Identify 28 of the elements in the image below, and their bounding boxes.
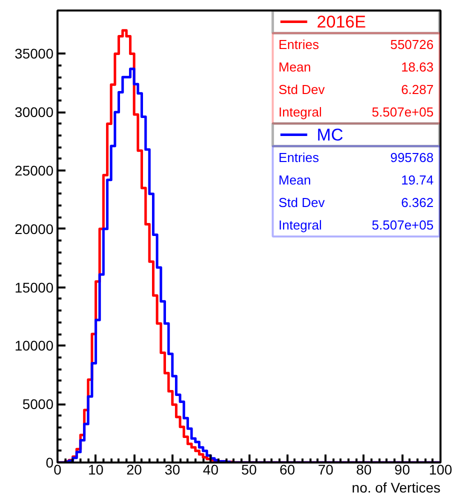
x-tick-label: 50 bbox=[241, 462, 257, 478]
text: Mean 18.63 bbox=[278, 60, 434, 74]
y-tick-label: 20000 bbox=[14, 220, 54, 237]
x-tick-label: 30 bbox=[164, 462, 180, 478]
y-tick-label: 30000 bbox=[14, 104, 54, 120]
text: Entries 995768 bbox=[278, 150, 434, 165]
x-tick-label: 20 bbox=[126, 462, 142, 478]
x-tick-label: 100 bbox=[428, 462, 452, 478]
y-tick-label: 25000 bbox=[14, 162, 54, 179]
x-axis-title: no. of Vertices bbox=[352, 480, 440, 495]
legend-label: MC bbox=[316, 125, 344, 144]
x-tick-label: 90 bbox=[394, 462, 410, 478]
text: Entries 550726 bbox=[278, 36, 434, 52]
x-tick-label: 70 bbox=[318, 462, 334, 478]
x-tick-label: 60 bbox=[280, 462, 296, 478]
text: Std Dev 6.287 bbox=[278, 82, 434, 98]
text: Mean 19.74 bbox=[278, 172, 434, 188]
y-tick-label: 35000 bbox=[14, 46, 54, 62]
text: Integral 5.507e+05 bbox=[278, 104, 434, 120]
y-tick-label: 15000 bbox=[14, 279, 54, 296]
x-tick-label: 40 bbox=[202, 462, 219, 478]
legend-label: 2016E bbox=[316, 12, 366, 32]
x-tick-label: 80 bbox=[356, 462, 372, 478]
y-tick-label: 10000 bbox=[14, 338, 54, 354]
x-tick-label: 10 bbox=[88, 462, 104, 478]
y-tick-label: 5000 bbox=[22, 396, 54, 412]
text: Integral 5.507e+05 bbox=[278, 218, 434, 233]
text: Std Dev 6.362 bbox=[278, 195, 434, 210]
